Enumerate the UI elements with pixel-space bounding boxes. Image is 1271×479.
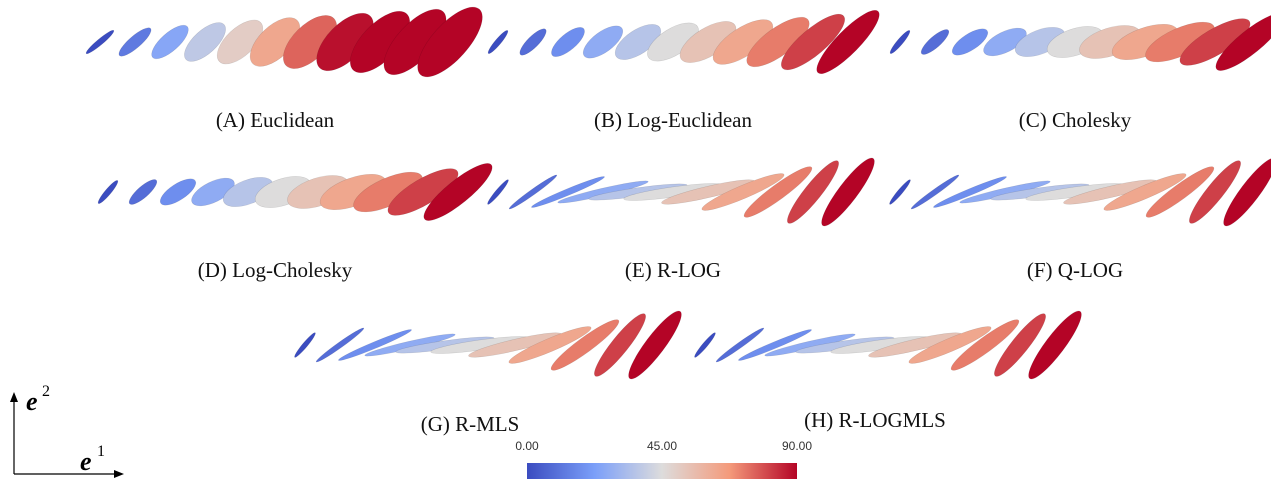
ellipsoid [519, 28, 547, 56]
ellipsoid [294, 332, 316, 358]
ellipsoid [781, 13, 845, 71]
ellipsoid [920, 29, 950, 55]
e2-index: 2 [42, 383, 50, 400]
ellipsoid [787, 160, 839, 224]
ellipsoid [1103, 173, 1187, 211]
ellipsoid [1179, 18, 1251, 66]
ellipsoid [508, 174, 558, 210]
ellipsoid [159, 178, 197, 206]
ellipsoid [821, 157, 875, 227]
panel-labels: (A) Euclidean (B) Log-Euclidean (C) Choles… [198, 108, 1132, 436]
ellipse-strips [85, 6, 1271, 380]
e2-symbol: e [26, 387, 38, 416]
ellipsoid [1215, 13, 1271, 71]
ellipsoid [647, 22, 699, 62]
ellipsoid [151, 24, 189, 60]
ellipsoid [628, 310, 682, 380]
ellipsoid [216, 19, 264, 65]
panel-label: (F) Q-LOG [1027, 258, 1123, 282]
ellipsoid [1145, 166, 1215, 218]
ellipsoid [594, 313, 646, 377]
panel-label: (H) R-LOGMLS [804, 408, 946, 432]
ellipsoid [614, 24, 662, 60]
ellipsoid [184, 22, 226, 62]
panel-label: (E) R-LOG [625, 258, 721, 282]
panel-label: (A) Euclidean [216, 108, 335, 132]
panel-label: (C) Cholesky [1019, 108, 1132, 132]
ellipsoid [738, 329, 812, 361]
ellipsoid [816, 10, 880, 74]
ellipsoid [551, 27, 585, 57]
ellipsoid [889, 30, 911, 54]
arrow-head [10, 392, 18, 402]
panel-label: (B) Log-Euclidean [594, 108, 753, 132]
arrow-head [114, 470, 124, 478]
ellipsoid [387, 168, 459, 216]
e1-symbol: e [80, 447, 92, 476]
ellipsoid [423, 163, 493, 221]
ellipsoid [951, 28, 989, 56]
colorbar-tick-label: 90.00 [782, 439, 812, 453]
ellipsoid [97, 180, 119, 204]
ellipsoid [487, 179, 509, 205]
axes-indicator: e 2 e 1 [10, 383, 124, 478]
ellipsoid [1223, 157, 1271, 227]
ellipsoid [487, 30, 509, 54]
ellipsoid [417, 6, 483, 78]
ellipsoid [983, 27, 1027, 57]
ellipsoid [933, 176, 1007, 208]
ellipsoid [315, 327, 365, 363]
ellipsoid [118, 27, 152, 57]
ellipsoid [191, 177, 235, 207]
ellipsoid [994, 313, 1046, 377]
ellipsoid [582, 25, 624, 59]
colorbar [527, 463, 797, 479]
ellipsoid [531, 176, 605, 208]
ellipsoid [550, 319, 620, 371]
ellipsoid [1189, 160, 1241, 224]
e1-index: 1 [97, 443, 105, 460]
ellipsoid [508, 326, 592, 364]
panel-label: (G) R-MLS [421, 412, 520, 436]
ellipsoid [908, 326, 992, 364]
ellipsoid [1028, 310, 1082, 380]
ellipsoid [128, 179, 158, 205]
ellipsoid [743, 166, 813, 218]
ellipsoid [950, 319, 1020, 371]
colorbar-tick-label: 45.00 [647, 439, 677, 453]
ellipsoid [694, 332, 716, 358]
ellipsoid [889, 179, 911, 205]
ellipsoid [715, 327, 765, 363]
ellipsoid [701, 173, 785, 211]
panel-label: (D) Log-Cholesky [198, 258, 353, 282]
colorbar-tick-label: 0.00 [515, 439, 539, 453]
ellipsoid [910, 174, 960, 210]
ellipsoid [338, 329, 412, 361]
ellipsoid [85, 29, 115, 55]
